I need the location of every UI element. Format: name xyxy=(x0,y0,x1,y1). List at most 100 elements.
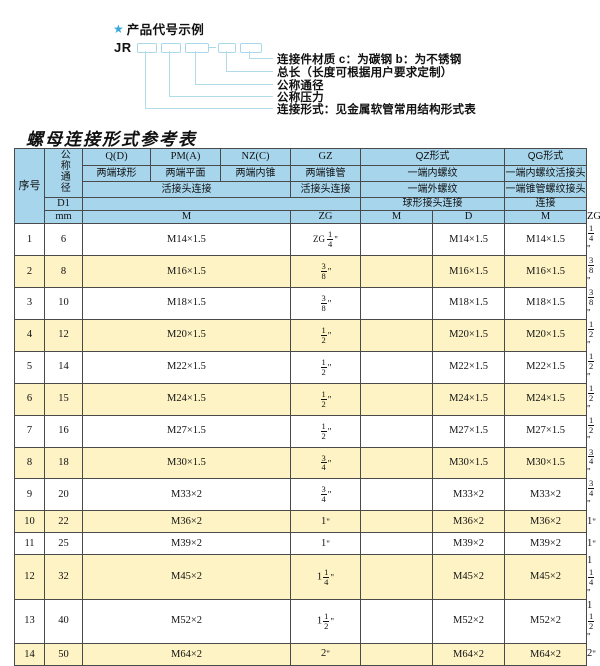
cell-nominal-diameter: 40 xyxy=(44,598,83,645)
cell-seq: 4 xyxy=(14,318,45,352)
cell-gz-zg: 1" xyxy=(290,510,361,534)
cell-gz-zg: 1 1 2 " xyxy=(290,598,361,645)
header-code-gz: GZ xyxy=(290,148,361,166)
cell-gz-zg: 3 4 " xyxy=(290,446,361,480)
cell-qz-d: M30×1.5 xyxy=(431,446,506,480)
cell-nominal-diameter: 6 xyxy=(44,223,83,257)
cell-seq: 12 xyxy=(14,554,45,600)
code-box-2 xyxy=(161,43,181,53)
header-connect-word: 连接 xyxy=(504,197,588,212)
table-body: 1 6 M14×1.5 ZG 1 4 " M14×1.5 M14×1.5 1 4 " 2 8 M16×1.5… xyxy=(14,223,596,666)
header-row-codes: 序号 公称通径 Q(D) PM(A) NZ(C) GZ QZ形式 QG形式 xyxy=(14,147,588,225)
cell-gz-zg: 3 4 " xyxy=(290,478,361,512)
header-ball-joint: 球形接头连接 xyxy=(359,197,506,212)
leader-line-3-vertical xyxy=(195,51,197,84)
header-code-nzc: NZ(C) xyxy=(220,148,291,166)
star-icon: ★ xyxy=(113,21,124,36)
cell-gz-zg: 1" xyxy=(290,532,361,556)
cell-seq: 10 xyxy=(14,510,45,534)
table-row: 4 12 M20×1.5 1 2 " M20×1.5 M20×1.5 1 2 " xyxy=(14,318,595,352)
header-connection-gz: 活接头连接 xyxy=(290,180,361,199)
cell-qz-m xyxy=(360,350,433,384)
cell-thread-m: M27×1.5 xyxy=(82,414,291,448)
table-row: 10 22 M36×2 1" M36×2 M36×2 1" xyxy=(14,510,596,534)
diagram-heading: ★ 产品代号示例 xyxy=(113,19,204,38)
cell-nominal-diameter: 12 xyxy=(44,318,83,352)
leader-line-1-horizontal xyxy=(249,57,273,59)
table-row: 8 18 M30×1.5 3 4 " M30×1.5 M30×1.5 3 4 " xyxy=(14,446,595,480)
header-code-qg: QG形式 xyxy=(504,148,588,166)
cell-thread-m: M24×1.5 xyxy=(82,382,291,416)
diagram-note-material: 连接件材质 c：为碳钢 b：为不锈钢 xyxy=(277,54,462,66)
cell-thread-m: M33×2 xyxy=(82,478,291,512)
cell-qz-d: M27×1.5 xyxy=(431,414,506,448)
cell-qz-d: M45×2 xyxy=(431,554,506,600)
cell-gz-zg: 1 2 " xyxy=(290,318,361,352)
cell-qz-m xyxy=(360,643,433,666)
cell-seq: 13 xyxy=(14,598,45,645)
cell-qz-d: M14×1.5 xyxy=(431,223,506,257)
cell-gz-zg: 1 2 " xyxy=(290,350,361,384)
header-row-units: mm M ZG M D M ZG xyxy=(15,210,600,225)
cell-qz-m xyxy=(360,318,433,352)
cell-thread-m: M39×2 xyxy=(82,532,291,556)
cell-qz-d: M18×1.5 xyxy=(431,287,506,320)
cell-qz-d: M36×2 xyxy=(431,510,506,534)
cell-qz-d: M20×1.5 xyxy=(431,318,506,352)
header-code-qz: QZ形式 xyxy=(359,148,506,166)
cell-gz-zg: ZG 1 4 " xyxy=(290,223,361,257)
header-code-pma: PM(A) xyxy=(150,148,221,166)
diagram-heading-label: 产品代号示例 xyxy=(126,23,205,37)
table-row: 14 50 M64×2 2" M64×2 M64×2 2" xyxy=(14,643,596,666)
table-row: 9 20 M33×2 3 4 " M33×2 M33×2 3 4 " xyxy=(14,478,595,512)
header-form-nzc: 两端内锥 xyxy=(220,164,291,182)
cell-seq: 7 xyxy=(14,414,45,448)
cell-nominal-diameter: 8 xyxy=(44,255,83,288)
cell-qz-m xyxy=(360,478,433,512)
cell-qg-m: M18×1.5 xyxy=(504,287,588,320)
header-unit-m-qg: M xyxy=(504,210,588,225)
header-form-gz: 两端锥管 xyxy=(290,164,361,182)
header-unit-d-qz: D xyxy=(431,210,506,225)
cell-thread-m: M22×1.5 xyxy=(82,350,291,384)
table-row: 7 16 M27×1.5 1 2 " M27×1.5 M27×1.5 1 2 " xyxy=(14,414,595,448)
cell-nominal-diameter: 25 xyxy=(44,532,83,556)
diagram-note-nominal-diameter: 公称通径 xyxy=(277,80,324,92)
cell-qz-d: M39×2 xyxy=(431,532,506,556)
cell-qg-m: M39×2 xyxy=(504,532,588,556)
cell-gz-zg: 3 8 " xyxy=(290,255,361,288)
cell-qz-m xyxy=(360,554,433,600)
cell-thread-m: M64×2 xyxy=(82,643,291,666)
cell-nominal-diameter: 32 xyxy=(44,554,83,600)
cell-gz-zg: 3 8 " xyxy=(290,287,361,320)
cell-nominal-diameter: 18 xyxy=(44,446,83,480)
header-connection-qz: 一端外螺纹 xyxy=(359,180,506,199)
table-row: 5 14 M22×1.5 1 2 " M22×1.5 M22×1.5 1 2 " xyxy=(14,350,595,384)
header-code-qd: Q(D) xyxy=(82,148,151,166)
header-connection-left: 活接头连接 xyxy=(82,180,291,199)
cell-qg-m: M33×2 xyxy=(504,478,588,512)
cell-seq: 9 xyxy=(14,478,45,512)
header-mm: mm xyxy=(44,210,83,225)
cell-gz-zg: 2" xyxy=(290,643,361,666)
cell-qz-d: M16×1.5 xyxy=(431,255,506,288)
nut-connection-table: 序号 公称通径 Q(D) PM(A) NZ(C) GZ QZ形式 QG形式 两端… xyxy=(14,147,600,666)
table-row: 6 15 M24×1.5 1 2 " M24×1.5 M24×1.5 1 2 " xyxy=(14,382,595,416)
leader-line-4-horizontal xyxy=(169,95,273,97)
cell-nominal-diameter: 16 xyxy=(44,414,83,448)
header-form-qg: 一端内螺纹活接头 xyxy=(504,164,588,182)
table-row: 1 6 M14×1.5 ZG 1 4 " M14×1.5 M14×1.5 1 4 " xyxy=(14,223,595,257)
cell-qg-m: M64×2 xyxy=(504,643,588,666)
header-row-connection: 活接头连接 活接头连接 一端外螺纹 一端锥管螺纹接头 xyxy=(15,180,588,199)
cell-seq: 8 xyxy=(14,446,45,480)
cell-nominal-diameter: 10 xyxy=(44,287,83,320)
code-box-5 xyxy=(240,43,262,53)
cell-thread-m: M52×2 xyxy=(82,598,291,645)
header-seq: 序号 xyxy=(14,147,45,225)
cell-gz-zg: 1 1 4 " xyxy=(290,554,361,600)
cell-qz-d: M24×1.5 xyxy=(431,382,506,416)
cell-qz-d: M33×2 xyxy=(431,478,506,512)
header-row-d1: D1 球形接头连接 连接 xyxy=(15,197,588,212)
cell-qg-m: M27×1.5 xyxy=(504,414,588,448)
table-row: 11 25 M39×2 1" M39×2 M39×2 1" xyxy=(14,532,596,556)
